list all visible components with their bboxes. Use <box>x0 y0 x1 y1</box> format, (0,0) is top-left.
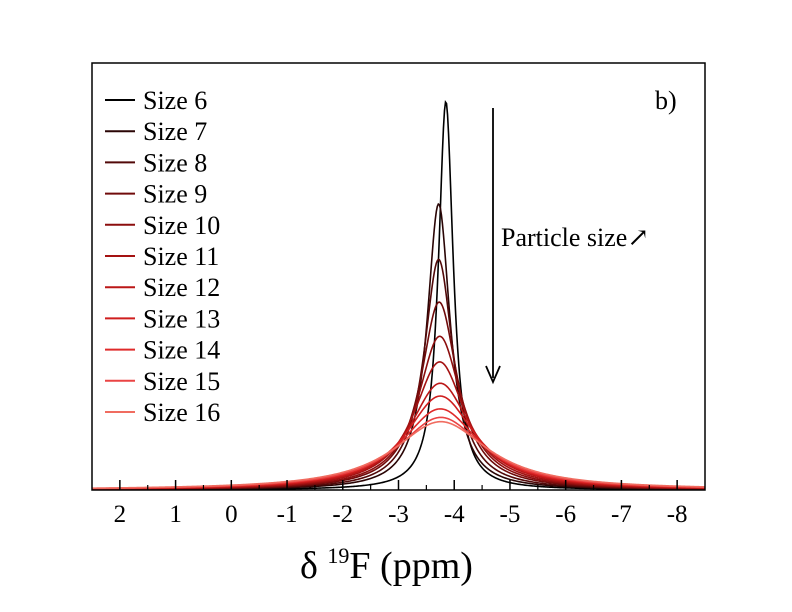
x-tick-label: -7 <box>611 501 632 528</box>
x-axis-label-prefix: δ <box>300 545 327 587</box>
x-tick-label: -8 <box>667 501 688 528</box>
x-tick-label: 1 <box>169 501 182 528</box>
x-tick-label: 0 <box>225 501 238 528</box>
legend-item: Size 12 <box>105 273 220 302</box>
x-tick-label: -4 <box>444 501 465 528</box>
legend-item: Size 6 <box>105 86 207 115</box>
x-axis-tick-labels: 2 1 0 -1 -2 -3 -4 -5 -6 -7 -8 <box>114 501 688 528</box>
legend-label: Size 13 <box>143 304 220 333</box>
x-tick-label: 2 <box>114 501 127 528</box>
x-tick-label: -2 <box>332 501 353 528</box>
x-tick-label: -3 <box>388 501 409 528</box>
x-axis-label-suffix: F (ppm) <box>349 545 473 587</box>
series-line-size-16 <box>92 420 705 489</box>
legend-item: Size 15 <box>105 367 220 396</box>
legend-label: Size 10 <box>143 211 220 240</box>
panel-label: b) <box>655 86 677 115</box>
legend-label: Size 8 <box>143 148 207 177</box>
legend-label: Size 15 <box>143 367 220 396</box>
x-axis-label: δ 19F (ppm) <box>300 543 473 587</box>
legend-item: Size 11 <box>105 242 219 271</box>
series-lines <box>92 99 705 490</box>
legend-label: Size 11 <box>143 242 219 271</box>
annotation-down-arrow-head <box>485 365 501 385</box>
legend-item: Size 10 <box>105 211 220 240</box>
legend-label: Size 16 <box>143 398 220 427</box>
legend-item: Size 13 <box>105 304 220 333</box>
legend-label: Size 14 <box>143 336 220 365</box>
legend-item: Size 7 <box>105 117 207 146</box>
legend-label: Size 9 <box>143 180 207 209</box>
annotation-label: Particle size↗ <box>501 223 649 252</box>
x-axis-label-superscript: 19 <box>327 543 349 568</box>
annotation-arrow-icon: ↗ <box>627 223 649 252</box>
x-axis-ticks <box>119 480 678 490</box>
annotation-text: Particle size <box>501 223 627 252</box>
legend-item: Size 9 <box>105 180 207 209</box>
legend-item: Size 16 <box>105 398 220 427</box>
legend-label: Size 7 <box>143 117 207 146</box>
x-tick-label: -5 <box>500 501 521 528</box>
x-tick-label: -6 <box>555 501 576 528</box>
legend-label: Size 12 <box>143 273 220 302</box>
legend-item: Size 8 <box>105 148 207 177</box>
legend-label: Size 6 <box>143 86 207 115</box>
x-tick-label: -1 <box>277 501 298 528</box>
legend-item: Size 14 <box>105 336 220 365</box>
